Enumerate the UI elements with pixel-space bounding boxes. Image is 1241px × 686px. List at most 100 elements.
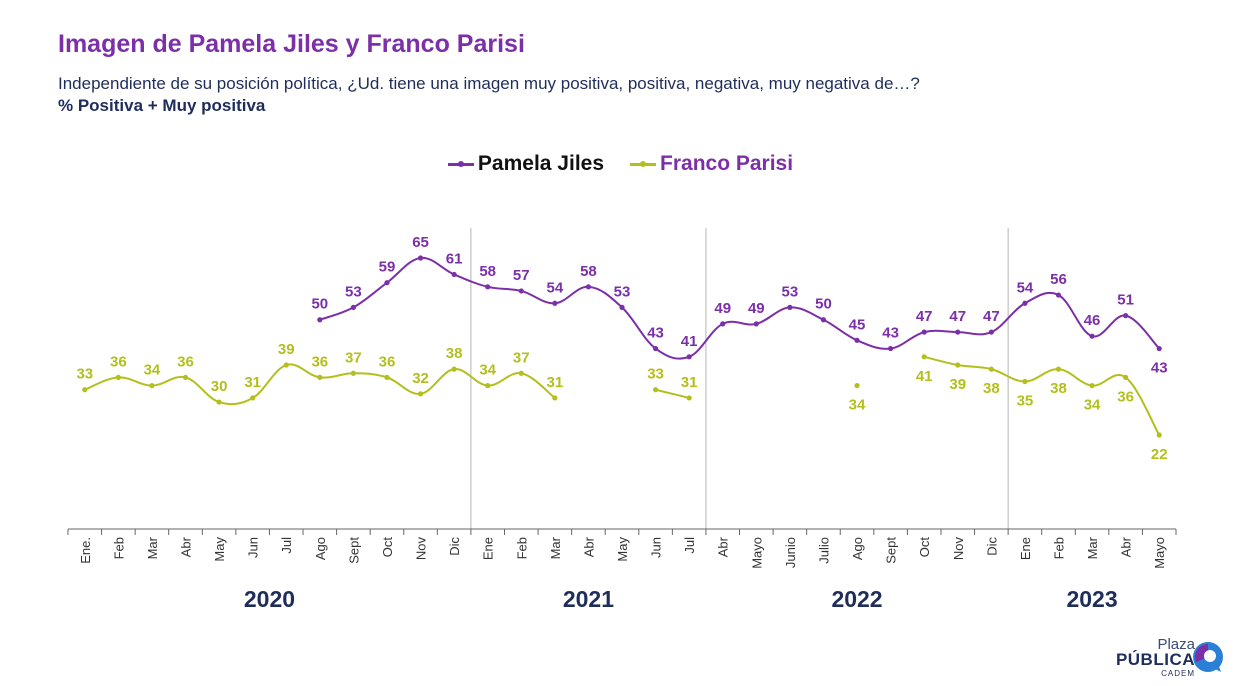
- data-label-parisi: 31: [547, 374, 564, 391]
- data-label-parisi: 32: [412, 370, 429, 387]
- data-label-parisi: 36: [110, 353, 127, 370]
- data-label-parisi: 33: [647, 366, 664, 383]
- x-tick-label: Mar: [548, 536, 563, 559]
- data-label-jiles: 47: [949, 308, 966, 325]
- data-point-jiles: [854, 337, 860, 343]
- data-point-parisi: [451, 366, 457, 372]
- logo-text-plaza: Plaza: [1157, 636, 1195, 653]
- legend: Pamela Jiles Franco Parisi: [0, 152, 1241, 176]
- data-point-parisi: [988, 366, 994, 372]
- data-label-jiles: 65: [412, 234, 429, 251]
- x-tick-label: Feb: [1051, 537, 1066, 559]
- data-label-jiles: 54: [547, 279, 564, 296]
- x-tick-label: Ago: [850, 537, 865, 560]
- legend-swatch-jiles: [447, 160, 474, 167]
- x-tick-label: Abr: [581, 536, 596, 557]
- x-tick-label: Feb: [111, 537, 126, 559]
- data-label-parisi: 34: [144, 362, 161, 379]
- data-point-parisi: [384, 374, 390, 380]
- data-point-jiles: [888, 345, 894, 352]
- data-point-parisi: [1055, 366, 1062, 372]
- data-label-jiles: 53: [345, 283, 362, 300]
- data-label-jiles: 41: [681, 333, 698, 350]
- x-tick-label: Mayo: [749, 537, 764, 569]
- data-label-jiles: 43: [647, 325, 664, 342]
- data-point-jiles: [820, 317, 827, 323]
- data-point-jiles: [1123, 313, 1129, 319]
- data-label-jiles: 45: [849, 316, 866, 333]
- data-label-parisi: 36: [177, 353, 194, 370]
- x-tick-label: Mayo: [1152, 537, 1167, 569]
- data-label-parisi: 36: [311, 353, 328, 370]
- year-label: 2023: [1066, 586, 1117, 612]
- data-point-parisi: [250, 395, 256, 401]
- data-label-jiles: 50: [311, 296, 328, 313]
- data-label-jiles: 56: [1050, 271, 1067, 288]
- x-tick-label: Ene: [481, 537, 496, 560]
- year-label: 2021: [563, 586, 614, 612]
- legend-label-parisi: Franco Parisi: [660, 152, 794, 175]
- x-tick-label: Sept: [346, 537, 361, 564]
- x-tick-label: Abr: [1119, 536, 1134, 557]
- x-tick-label: Oct: [380, 537, 395, 558]
- data-label-parisi: 36: [379, 353, 396, 370]
- data-label-jiles: 53: [614, 283, 631, 300]
- data-label-jiles: 49: [714, 300, 731, 317]
- data-label-jiles: 43: [882, 325, 899, 342]
- data-label-jiles: 43: [1151, 360, 1168, 377]
- data-point-jiles: [720, 321, 726, 327]
- data-label-jiles: 53: [782, 283, 799, 300]
- data-point-jiles: [518, 288, 524, 294]
- data-point-parisi: [552, 395, 558, 401]
- data-label-parisi: 30: [211, 378, 228, 395]
- x-tick-label: Ene: [1018, 537, 1033, 560]
- data-point-jiles: [451, 271, 457, 278]
- logo-text-publica: PÚBLICA: [1115, 650, 1195, 669]
- data-label-parisi: 38: [446, 345, 463, 362]
- data-label-jiles: 59: [379, 259, 396, 276]
- data-point-parisi: [854, 383, 860, 389]
- data-point-parisi: [350, 370, 356, 376]
- x-tick-label: Mar: [145, 536, 160, 559]
- data-point-parisi: [1089, 383, 1095, 389]
- series-line-jiles: [319, 256, 1160, 360]
- year-label: 2022: [831, 586, 882, 612]
- x-tick-label: Dic: [984, 537, 999, 556]
- data-label-parisi: 33: [76, 366, 93, 383]
- legend-swatch-parisi: [630, 160, 657, 167]
- legend-label-jiles: Pamela Jiles: [477, 152, 605, 175]
- data-label-jiles: 58: [580, 263, 597, 280]
- data-label-parisi: 38: [1050, 380, 1067, 397]
- data-point-jiles: [955, 329, 961, 335]
- x-tick-label: Mar: [1085, 536, 1100, 559]
- data-label-parisi: 22: [1151, 446, 1168, 463]
- data-label-parisi: 38: [983, 380, 1000, 397]
- plaza-publica-logo: Plaza PÚBLICA CADEM: [1100, 636, 1225, 682]
- x-tick-label: Ago: [313, 537, 328, 560]
- x-tick-label: May: [615, 537, 630, 562]
- data-point-jiles: [988, 329, 994, 335]
- data-point-jiles: [350, 304, 356, 310]
- data-point-jiles: [921, 329, 927, 335]
- data-label-jiles: 57: [513, 267, 530, 284]
- data-point-parisi: [283, 362, 289, 368]
- x-tick-label: Nov: [951, 537, 966, 561]
- data-label-parisi: 39: [949, 376, 966, 393]
- data-point-jiles: [417, 255, 424, 261]
- data-label-parisi: 34: [849, 397, 866, 414]
- data-label-parisi: 31: [244, 374, 261, 391]
- data-point-parisi: [1022, 378, 1028, 385]
- x-tick-label: Nov: [414, 537, 429, 561]
- data-point-jiles: [652, 345, 659, 352]
- data-point-parisi: [1123, 374, 1129, 380]
- data-point-jiles: [787, 304, 793, 310]
- data-label-parisi: 35: [1017, 392, 1034, 409]
- x-tick-label: Sept: [884, 537, 899, 564]
- data-point-jiles: [753, 321, 759, 327]
- data-label-jiles: 49: [748, 300, 765, 317]
- data-point-parisi: [1156, 432, 1162, 438]
- data-label-parisi: 39: [278, 341, 295, 358]
- legend-item-jiles: Pamela Jiles: [447, 152, 605, 176]
- data-label-jiles: 46: [1084, 312, 1101, 329]
- data-point-parisi: [82, 387, 88, 393]
